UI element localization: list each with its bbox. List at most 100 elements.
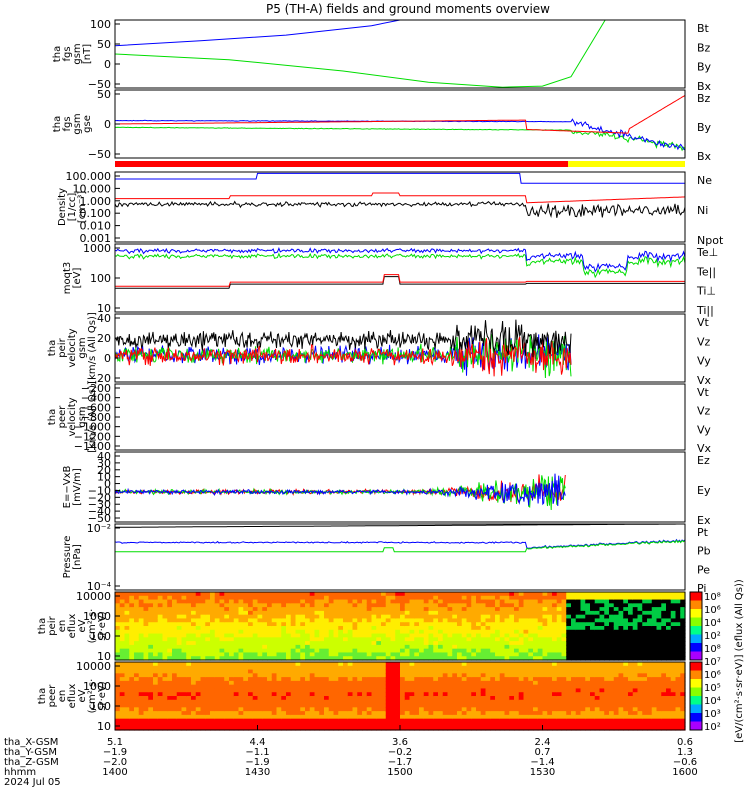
spectrogram-cell	[632, 711, 639, 716]
spectrogram-cell	[390, 610, 396, 616]
spectrogram-cell	[471, 703, 477, 708]
spectrogram-cell	[395, 592, 401, 597]
spectrogram-cell	[319, 711, 325, 716]
spectrogram-cell	[575, 722, 582, 727]
spectrogram-cell	[461, 718, 468, 724]
spectrogram-cell	[219, 699, 225, 705]
spectrogram-cell	[423, 677, 430, 682]
spectrogram-cell	[642, 656, 648, 661]
spectrogram-cell	[637, 692, 643, 697]
spectrogram-cell	[224, 652, 230, 657]
spectrogram-cell	[366, 662, 373, 667]
spectrogram-cell	[585, 718, 591, 724]
spectrogram-cell	[419, 614, 425, 620]
spectrogram-cell	[438, 696, 444, 701]
spectrogram-cell	[609, 718, 615, 724]
spectrogram-cell	[523, 637, 529, 642]
spectrogram-cell	[229, 669, 235, 674]
spectrogram-cell	[248, 680, 254, 686]
spectrogram-cell	[324, 680, 330, 686]
spectrogram-cell	[233, 622, 240, 627]
spectrogram-cell	[248, 688, 254, 693]
spectrogram-cell	[357, 726, 363, 731]
spectrogram-cell	[466, 722, 472, 727]
spectrogram-cell	[309, 692, 316, 697]
spectrogram-cell	[404, 677, 411, 682]
spectrogram-cell	[556, 652, 563, 657]
spectrogram-cell	[452, 669, 458, 674]
ylabel-5: tha peir velocity gsm [km/s (All Qs)]	[47, 312, 98, 384]
spectrogram-cell	[414, 641, 420, 646]
spectrogram-cell	[542, 648, 548, 654]
spectrogram-cell	[647, 688, 653, 693]
spectrogram-cell	[324, 703, 330, 708]
spectrogram-cell	[680, 622, 686, 627]
spectrogram-cell	[224, 718, 230, 724]
spectrogram-cell	[153, 637, 159, 642]
spectrogram-cell	[485, 707, 491, 712]
spectrogram-cell	[618, 644, 624, 650]
spectrogram-cell	[656, 618, 662, 623]
spectrogram-cell	[461, 707, 468, 712]
spectrogram-cell	[642, 703, 648, 708]
spectrogram-cell	[328, 669, 335, 674]
spectrogram-cell	[381, 699, 387, 705]
spectrogram-cell	[224, 599, 230, 604]
spectrogram-cell	[347, 677, 354, 682]
spectrogram-cell	[385, 699, 392, 705]
spectrogram-cell	[371, 692, 377, 697]
spectrogram-cell	[257, 629, 263, 635]
spectrogram-cell	[466, 622, 472, 627]
spectrogram-cell	[628, 707, 634, 712]
spectrogram-cell	[229, 629, 235, 635]
spectrogram-cell	[271, 629, 278, 635]
spectrogram-cell	[195, 718, 202, 724]
spectrogram-cell	[252, 703, 259, 708]
spectrogram-cell	[609, 680, 615, 686]
spectrogram-cell	[290, 673, 297, 678]
spectrogram-cell	[514, 652, 520, 657]
spectrogram-cell	[499, 622, 506, 627]
spectrogram-cell	[656, 648, 662, 654]
spectrogram-cell	[423, 665, 430, 671]
ytick-label: 0	[104, 478, 111, 491]
spectrogram-cell	[371, 722, 377, 727]
spectrogram-cell	[618, 665, 624, 671]
spectrogram-cell	[138, 696, 145, 701]
spectrogram-cell	[129, 610, 135, 616]
spectrogram-cell	[172, 692, 178, 697]
spectrogram-cell	[647, 592, 653, 597]
spectrogram-cell	[295, 607, 301, 612]
spectrogram-cell	[219, 707, 225, 712]
spectrogram-cell	[613, 610, 620, 616]
spectrogram-cell	[585, 669, 591, 674]
spectrogram-cell	[333, 703, 339, 708]
spectrogram-cell	[124, 622, 130, 627]
spectrogram-cell	[485, 665, 491, 671]
spectrogram-cell	[471, 622, 477, 627]
spectrogram-cell	[599, 665, 605, 671]
spectrogram-cell	[442, 703, 449, 708]
spectrogram-cell	[661, 688, 667, 693]
spectrogram-cell	[214, 599, 221, 604]
spectrogram-cell	[115, 696, 121, 701]
spectrogram-cell	[352, 722, 358, 727]
spectrogram-cell	[590, 703, 596, 708]
spectrogram-cell	[395, 699, 401, 705]
spectrogram-cell	[428, 680, 434, 686]
spectrogram-cell	[537, 699, 544, 705]
spectrogram-cell	[143, 633, 149, 638]
spectrogram-cell	[324, 699, 330, 705]
spectrogram-cell	[604, 637, 610, 642]
spectrogram-cell	[181, 641, 187, 646]
spectrogram-cell	[632, 703, 639, 708]
spectrogram-cell	[628, 669, 634, 674]
spectrogram-cell	[547, 680, 553, 686]
spectrogram-cell	[371, 629, 377, 635]
spectrogram-cell	[233, 684, 240, 690]
spectrogram-cell	[295, 603, 301, 608]
spectrogram-cell	[219, 722, 225, 727]
spectrogram-cell	[210, 626, 216, 631]
spectrogram-cell	[290, 603, 297, 608]
spectrogram-cell	[200, 633, 206, 638]
